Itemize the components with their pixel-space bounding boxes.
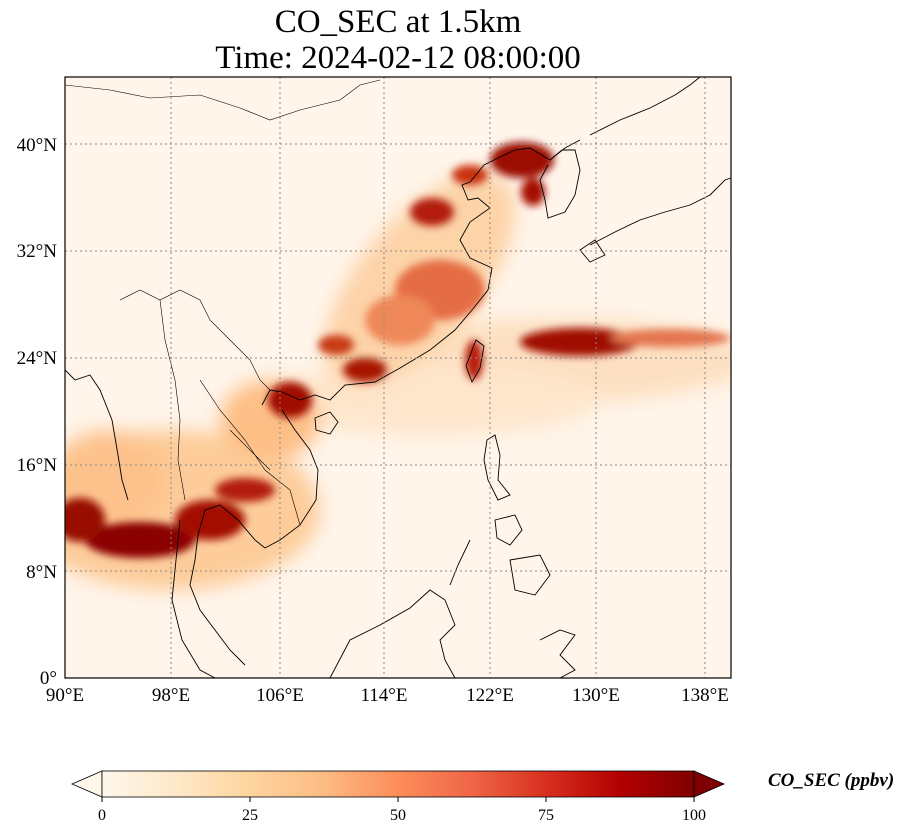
lon-tick-122: 122°E — [466, 685, 514, 706]
colorbar-gradient — [101, 770, 695, 798]
colorbar-tick-100: 100 — [682, 807, 706, 824]
lat-tick-24: 24°N — [17, 348, 58, 369]
lon-tick-130: 130°E — [572, 685, 620, 706]
colorbar-tick-75: 75 — [538, 807, 554, 824]
china-coast — [261, 139, 581, 406]
lat-tick-32: 32°N — [17, 241, 58, 262]
plume-tonkin — [268, 382, 312, 418]
map-title: CO_SEC at 1.5km — [274, 4, 522, 40]
lat-tick-16: 16°N — [17, 455, 58, 476]
co-concentration-map: 90°E 98°E 106°E 114°E 122°E 130°E 138°E … — [17, 76, 732, 706]
borders-china-inland — [119, 289, 271, 391]
philippines-visayas — [494, 514, 523, 546]
sulawesi-coast — [539, 629, 576, 678]
bengal-coast — [65, 369, 129, 501]
plot-frame — [64, 76, 732, 679]
colorbar-tick-25: 25 — [242, 807, 258, 824]
longitude-tick-labels: 90°E 98°E 106°E 114°E 122°E 130°E 138°E — [46, 685, 729, 706]
plume-north-china — [410, 198, 454, 226]
colorbar-tick-0: 0 — [98, 807, 106, 824]
colorbar-ticks: 0 25 50 75 100 — [98, 797, 706, 824]
vietnam-coast — [254, 409, 319, 549]
plume-laos — [215, 478, 275, 502]
hainan-coast — [314, 411, 339, 435]
plume-bengal — [65, 498, 105, 542]
latitude-tick-labels: 0° 8°N 16°N 24°N 32°N 40°N — [17, 135, 58, 689]
plume-pacific — [520, 328, 640, 356]
plume-south-china-coast — [343, 358, 387, 382]
colorbar-tick-50: 50 — [390, 807, 406, 824]
palawan — [449, 539, 471, 586]
colorbar-extend-low — [70, 770, 103, 798]
plume-korea-south — [521, 178, 545, 206]
plume-central-china — [365, 295, 435, 345]
russia-coast — [589, 77, 701, 136]
japan-coast — [589, 177, 731, 246]
plume-korea — [490, 142, 554, 178]
borders-mongolia — [65, 79, 381, 121]
taiwan-coast — [465, 339, 485, 384]
plume-bohai — [452, 165, 488, 185]
lat-tick-40: 40°N — [17, 135, 58, 156]
plume-indochina — [85, 522, 195, 558]
map-subtitle-time: Time: 2024-02-12 08:00:00 — [215, 40, 581, 76]
lon-tick-106: 106°E — [256, 685, 304, 706]
colorbar-extend-high — [693, 770, 726, 798]
gulf-of-thailand-coast — [189, 504, 256, 666]
borneo-coast — [329, 589, 456, 678]
coastlines — [65, 77, 731, 678]
lon-tick-90: 90°E — [46, 685, 84, 706]
philippines-mindanao — [509, 554, 551, 596]
lon-tick-98: 98°E — [152, 685, 190, 706]
lon-tick-138: 138°E — [681, 685, 729, 706]
japan-kyushu — [579, 239, 606, 263]
lat-tick-8: 8°N — [26, 562, 57, 583]
plume-pacific-tail — [610, 329, 730, 347]
plume-thailand — [175, 500, 245, 540]
plume-core-layer — [65, 142, 730, 558]
lon-tick-114: 114°E — [361, 685, 408, 706]
malay-peninsula-coast — [171, 519, 216, 678]
gridlines — [65, 77, 731, 678]
colorbar-label: CO_SEC (ppbv) — [768, 770, 895, 791]
lat-tick-0: 0° — [40, 668, 57, 689]
korea-coast — [539, 149, 581, 219]
philippines-luzon — [483, 434, 511, 501]
plume-guangxi — [318, 335, 354, 355]
